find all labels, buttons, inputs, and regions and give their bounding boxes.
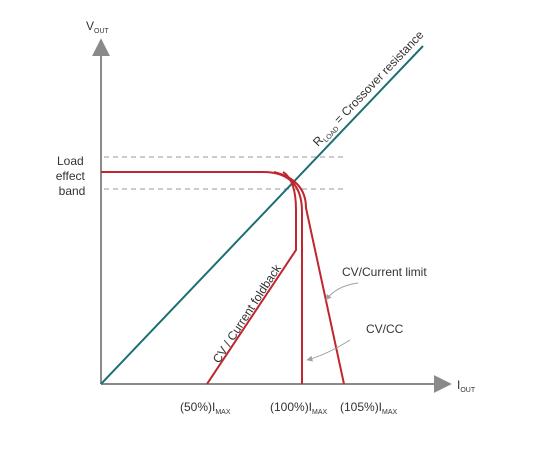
current-limit-label: CV/Current limit	[342, 265, 427, 279]
x-tick-label: (100%)IMAX	[270, 400, 328, 416]
y-axis-label: VOUT	[86, 19, 110, 35]
foldback-label: CV / Current foldback	[210, 261, 285, 366]
foldback-curve	[206, 171, 297, 385]
cvcc-label: CV/CC	[366, 322, 404, 336]
load-effect-band-label: Load effect band	[56, 154, 88, 198]
load-line	[100, 45, 424, 385]
x-tick-label: (105%)IMAX	[340, 400, 398, 416]
cvcc-arrow	[306, 339, 351, 362]
current-limit-curve	[273, 171, 345, 385]
x-tick-label: (50%)IMAX	[180, 400, 231, 416]
current-limit-arrow	[325, 282, 359, 301]
x-axis-label: IOUT	[457, 378, 476, 394]
rload-label: RLOAD = Crossover resistance	[310, 28, 428, 151]
